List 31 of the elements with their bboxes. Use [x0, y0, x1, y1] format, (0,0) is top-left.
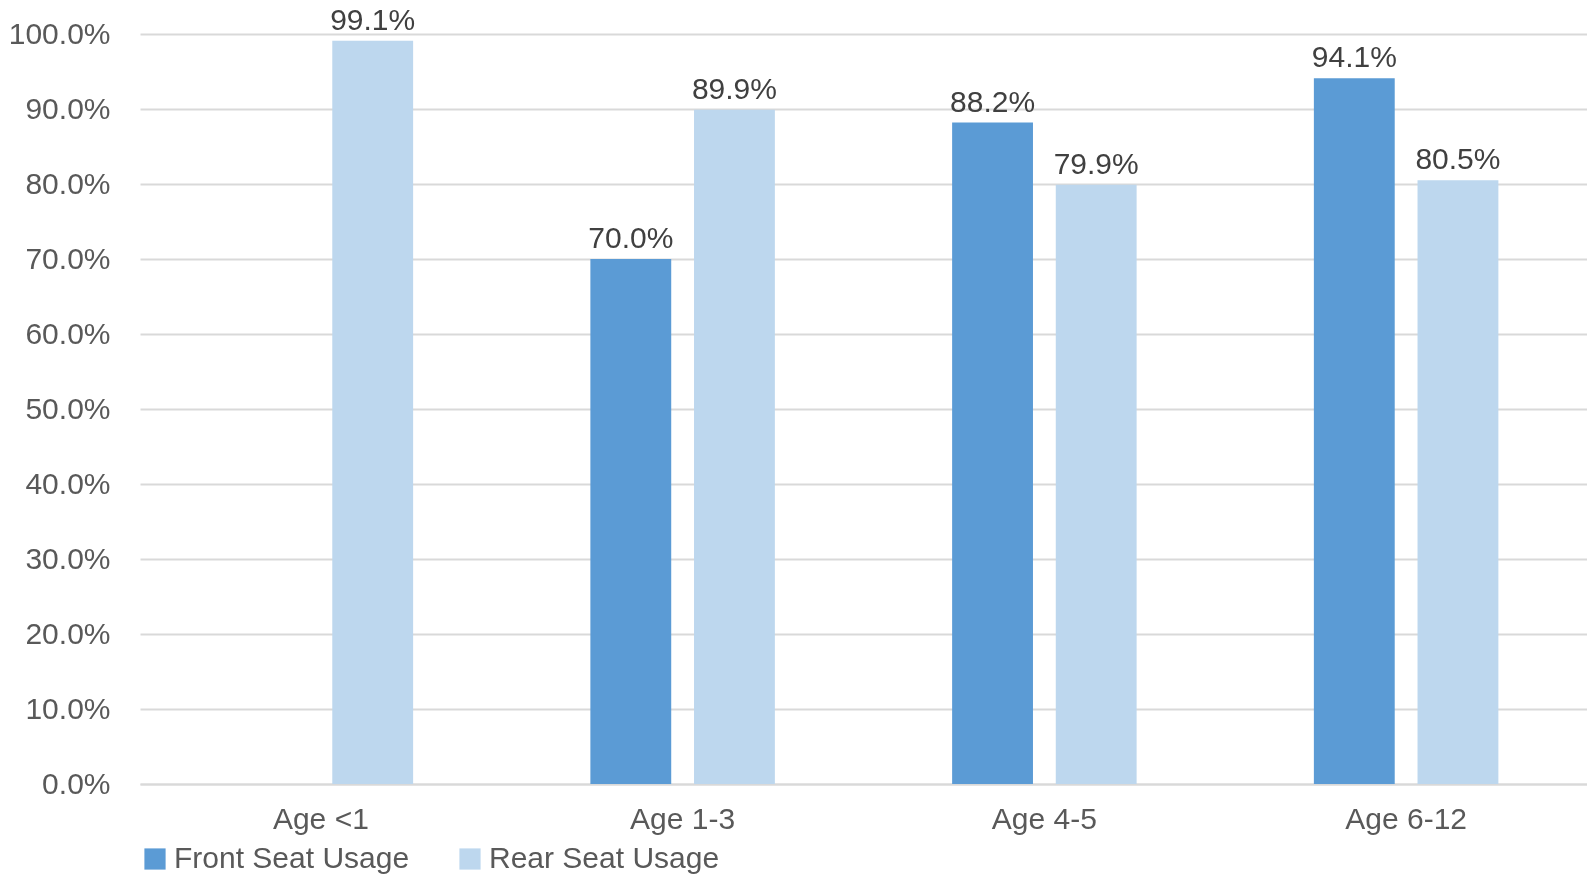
x-tick-label: Age 4-5: [991, 801, 1097, 835]
bar: [332, 40, 414, 784]
bar: [1313, 78, 1395, 784]
y-tick-label: 50.0%: [25, 391, 111, 425]
x-tick-label: Age <1: [272, 801, 369, 835]
y-tick-label: 70.0%: [25, 241, 111, 275]
y-tick-label: 0.0%: [42, 766, 111, 800]
bar: [1055, 184, 1137, 784]
y-tick-label: 80.0%: [25, 166, 111, 200]
y-tick-label: 90.0%: [25, 91, 111, 125]
data-label: 79.9%: [1053, 146, 1139, 180]
y-tick-label: 60.0%: [25, 316, 111, 350]
y-tick-label: 10.0%: [25, 691, 111, 725]
bar: [694, 109, 775, 784]
legend-label: Rear Seat Usage: [489, 841, 720, 874]
data-label: 88.2%: [950, 84, 1036, 118]
data-label: 80.5%: [1415, 142, 1501, 176]
x-tick-label: Age 1-3: [630, 801, 736, 835]
bar: [1417, 180, 1499, 784]
y-tick-label: 100.0%: [8, 16, 111, 50]
data-label: 94.1%: [1311, 40, 1397, 74]
data-label: 99.1%: [330, 2, 416, 36]
y-tick-label: 40.0%: [25, 466, 111, 500]
y-tick-label: 20.0%: [25, 616, 111, 650]
x-tick-label: Age 6-12: [1345, 801, 1468, 835]
data-label: 70.0%: [588, 221, 674, 254]
legend-label: Front Seat Usage: [174, 841, 410, 874]
bar: [590, 259, 672, 784]
y-tick-label: 30.0%: [25, 541, 111, 575]
bar: [952, 122, 1033, 784]
data-label: 89.9%: [691, 71, 777, 105]
